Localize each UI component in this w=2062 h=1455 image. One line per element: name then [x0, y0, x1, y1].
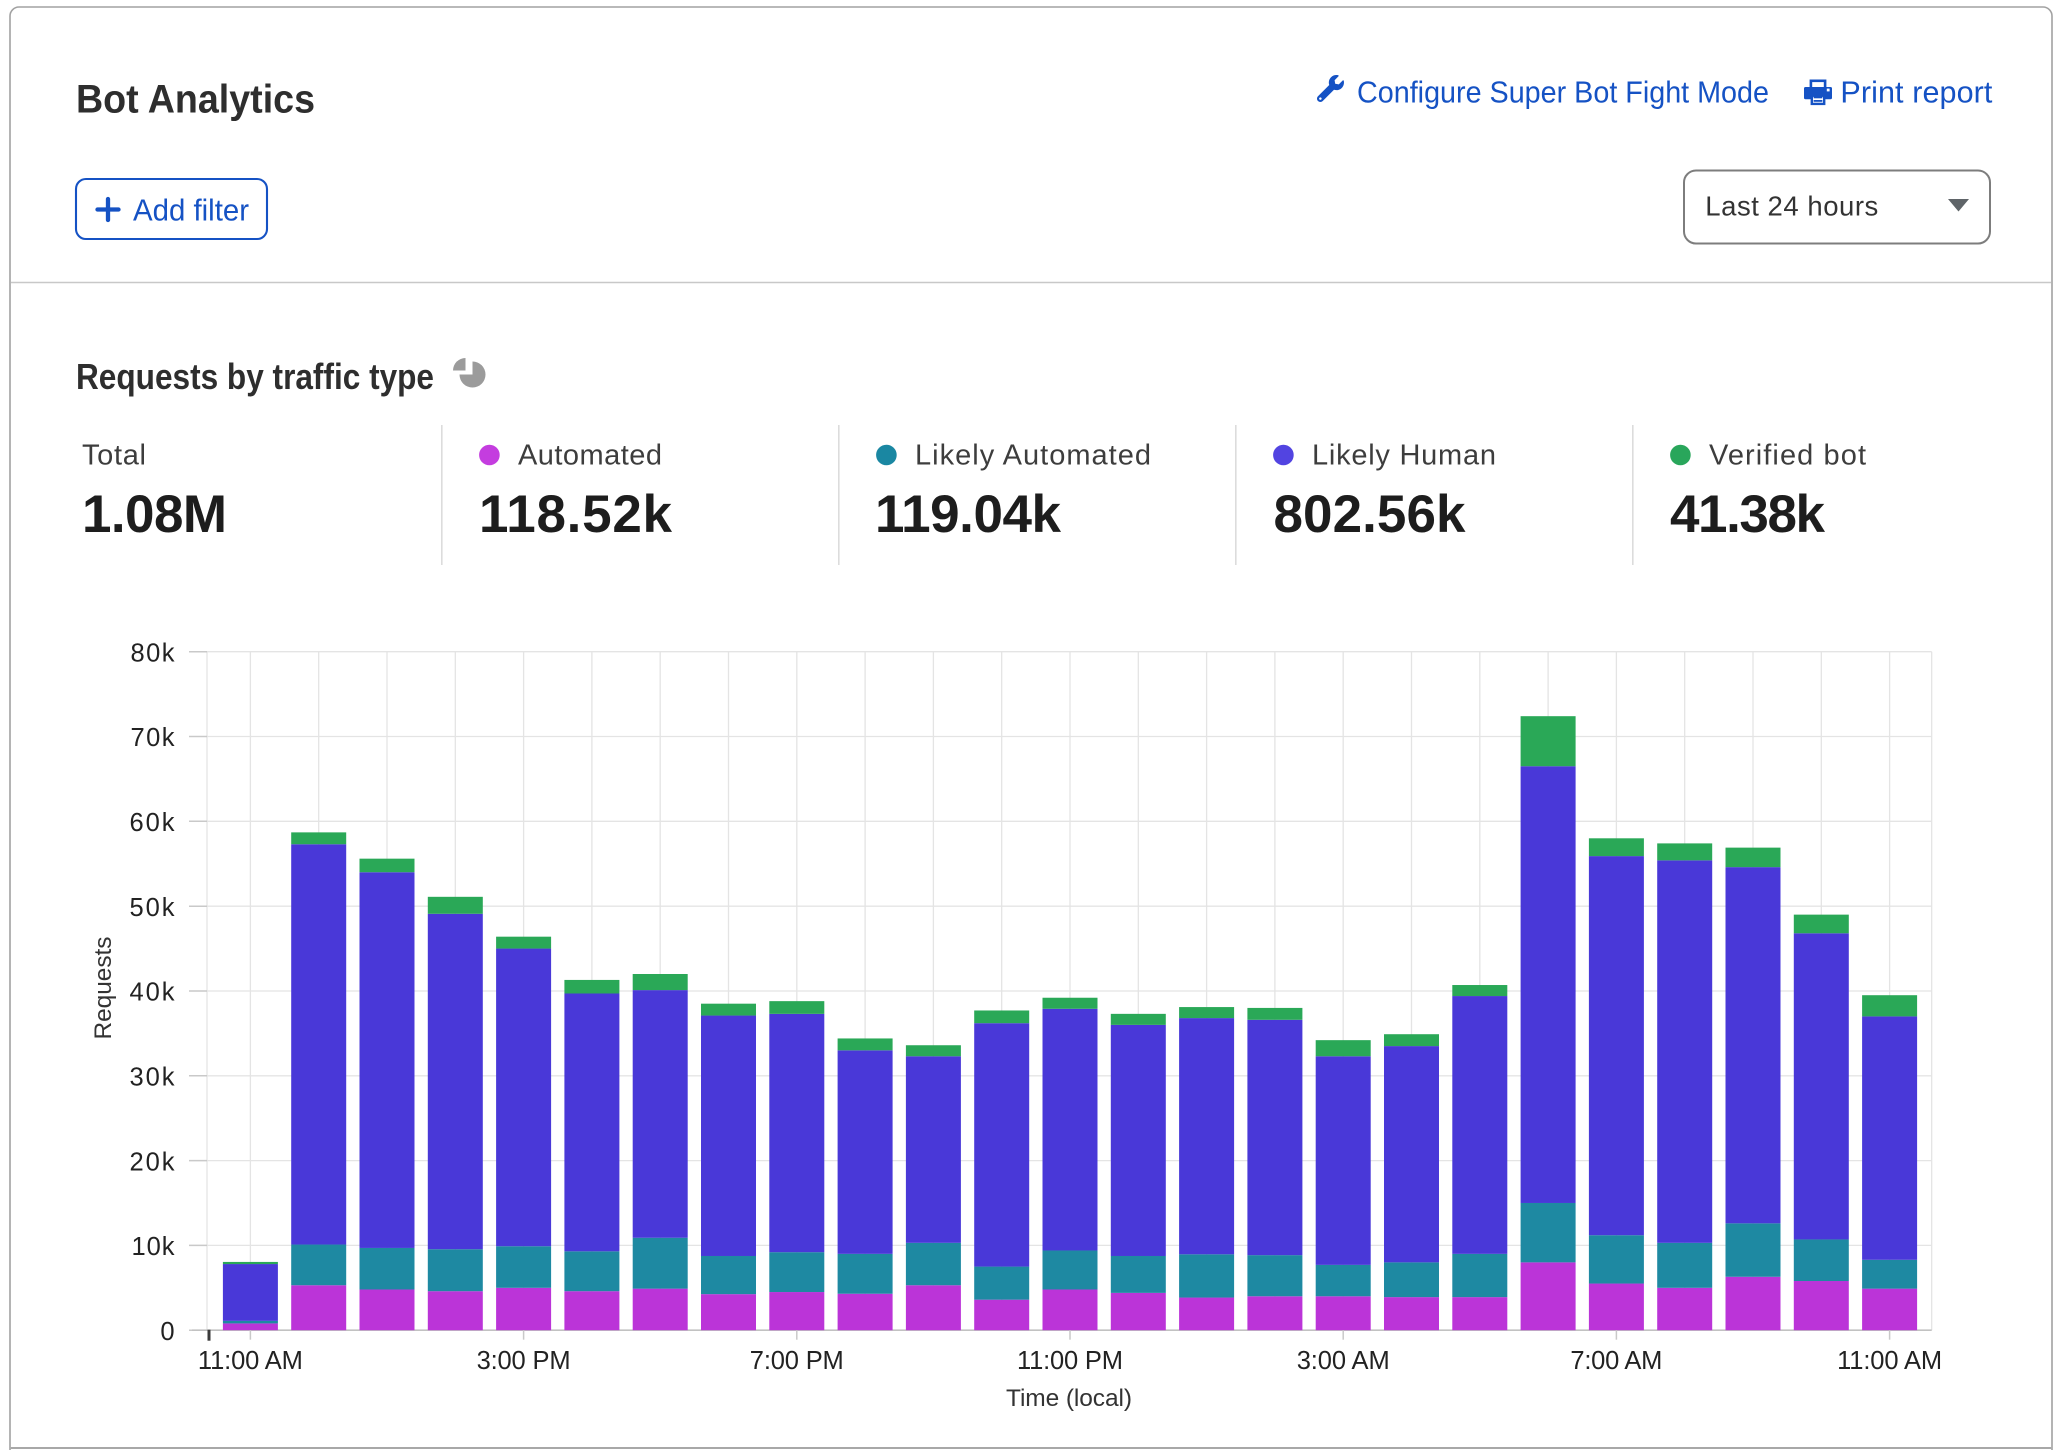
svg-text:118.52k: 118.52k	[479, 485, 673, 544]
svg-text:119.04k: 119.04k	[875, 485, 1062, 544]
svg-text:Time (local): Time (local)	[1006, 1385, 1132, 1412]
svg-text:60k: 60k	[130, 809, 175, 837]
svg-text:30k: 30k	[130, 1064, 175, 1092]
svg-text:3:00 AM: 3:00 AM	[1297, 1347, 1390, 1375]
svg-text:Total: Total	[82, 439, 146, 471]
svg-text:11:00 AM: 11:00 AM	[1837, 1347, 1942, 1375]
svg-text:80k: 80k	[131, 639, 175, 667]
svg-text:41.38k: 41.38k	[1670, 485, 1826, 544]
svg-text:40k: 40k	[130, 979, 175, 1007]
svg-text:Bot Analytics: Bot Analytics	[76, 77, 315, 121]
svg-text:7:00 PM: 7:00 PM	[750, 1347, 844, 1375]
svg-text:1.08M: 1.08M	[82, 485, 227, 544]
svg-text:Print report: Print report	[1840, 76, 1993, 110]
svg-text:0: 0	[160, 1318, 174, 1346]
svg-text:50k: 50k	[130, 894, 175, 922]
svg-text:Last 24 hours: Last 24 hours	[1705, 190, 1878, 221]
svg-text:802.56k: 802.56k	[1274, 485, 1467, 544]
svg-text:7:00 AM: 7:00 AM	[1570, 1347, 1662, 1375]
svg-text:Add filter: Add filter	[133, 194, 249, 228]
svg-text:3:00 PM: 3:00 PM	[477, 1347, 571, 1375]
svg-text:Requests: Requests	[90, 937, 117, 1040]
svg-text:11:00 AM: 11:00 AM	[198, 1347, 303, 1375]
svg-text:Verified bot: Verified bot	[1709, 439, 1866, 471]
svg-text:Configure Super Bot Fight Mode: Configure Super Bot Fight Mode	[1357, 76, 1769, 110]
svg-text:Requests by traffic type: Requests by traffic type	[76, 356, 434, 397]
svg-text:Automated: Automated	[518, 439, 662, 471]
svg-text:Likely Human: Likely Human	[1312, 439, 1496, 471]
svg-text:20k: 20k	[130, 1148, 175, 1176]
svg-text:10k: 10k	[132, 1233, 175, 1261]
svg-text:Likely Automated: Likely Automated	[915, 439, 1151, 471]
svg-text:11:00 PM: 11:00 PM	[1017, 1347, 1123, 1375]
svg-text:70k: 70k	[131, 724, 175, 752]
